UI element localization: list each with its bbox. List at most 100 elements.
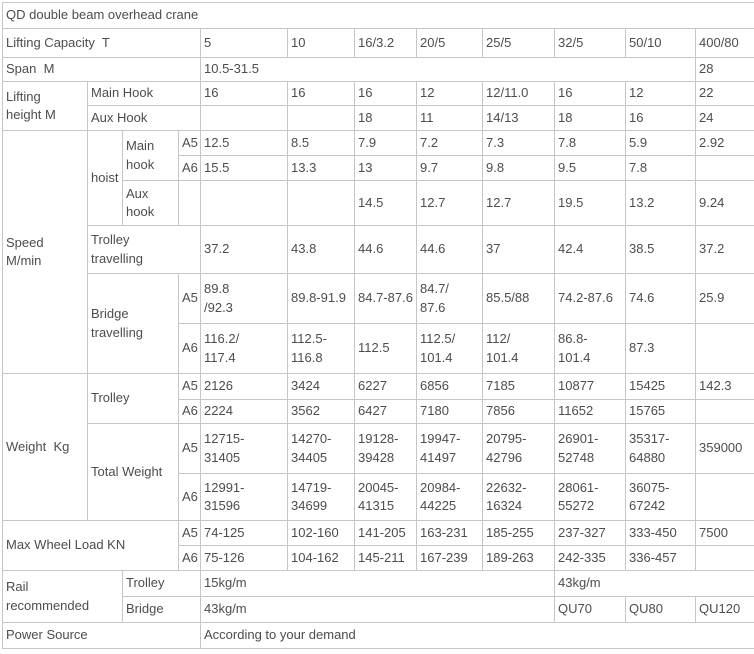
- table-cell: 12991- 31596: [201, 474, 288, 521]
- table-cell: 7.3: [483, 131, 555, 156]
- table-cell: 2126: [201, 374, 288, 400]
- table-cell: [696, 400, 754, 424]
- section-label-weight: Weight Kg: [3, 374, 88, 521]
- table-cell: 167-239: [417, 546, 483, 571]
- row-label-trolley-travelling: Trolley travelling: [88, 226, 201, 274]
- row-label-aux-hook: Aux Hook: [88, 106, 201, 131]
- table-cell: 7.2: [417, 131, 483, 156]
- table-cell: 5: [201, 29, 288, 58]
- row-label-rail-recommended: Rail recommended: [3, 571, 123, 623]
- table-cell: 43kg/m: [201, 597, 555, 623]
- table-cell: 84.7/ 87.6: [417, 274, 483, 324]
- grade-label: A5: [179, 274, 201, 324]
- table-cell: 32/5: [555, 29, 626, 58]
- grade-label: A5: [179, 424, 201, 474]
- table-cell: 20/5: [417, 29, 483, 58]
- section-label-lifting-height: Lifting height M: [3, 82, 88, 131]
- row-label-rail-trolley: Trolley: [123, 571, 201, 597]
- grade-label: A6: [179, 156, 201, 181]
- table-cell: 116.2/ 117.4: [201, 324, 288, 374]
- table-cell: 8.5: [288, 131, 355, 156]
- table-cell: 84.7-87.6: [355, 274, 417, 324]
- grade-label: A6: [179, 324, 201, 374]
- table-cell: 19947- 41497: [417, 424, 483, 474]
- table-cell: 74.6: [626, 274, 696, 324]
- table-cell: 142.3: [696, 374, 754, 400]
- table-cell: 37.2: [696, 226, 754, 274]
- table-cell: 6227: [355, 374, 417, 400]
- table-cell: 9.8: [483, 156, 555, 181]
- table-cell: 12.7: [417, 181, 483, 226]
- row-label-max-wheel-load: Max Wheel Load KN: [3, 521, 179, 571]
- table-cell: 7.8: [626, 156, 696, 181]
- table-cell: 12: [626, 82, 696, 106]
- table-cell: 16: [555, 82, 626, 106]
- table-cell: 237-327: [555, 521, 626, 546]
- table-cell: 85.5/88: [483, 274, 555, 324]
- table-cell: 14/13: [483, 106, 555, 131]
- grade-label: A6: [179, 546, 201, 571]
- table-cell: 87.3: [626, 324, 696, 374]
- table-cell: 16/3.2: [355, 29, 417, 58]
- row-label-total-weight: Total Weight: [88, 424, 179, 521]
- row-label-hoist: hoist: [88, 131, 123, 226]
- spec-table-body: QD double beam overhead crane Lifting Ca…: [3, 3, 754, 649]
- table-cell: [696, 156, 754, 181]
- table-cell: 13.3: [288, 156, 355, 181]
- table-cell: 7.8: [555, 131, 626, 156]
- table-cell: 9.24: [696, 181, 754, 226]
- table-cell: 7185: [483, 374, 555, 400]
- table-cell: 44.6: [417, 226, 483, 274]
- table-cell: 20045- 41315: [355, 474, 417, 521]
- row-label-trolley-weight: Trolley: [88, 374, 179, 424]
- table-cell: 10.5-31.5: [201, 58, 696, 82]
- table-cell: 50/10: [626, 29, 696, 58]
- table-cell: 36075- 67242: [626, 474, 696, 521]
- table-cell: 43kg/m: [555, 571, 754, 597]
- table-cell: 22632- 16324: [483, 474, 555, 521]
- table-cell: 16: [201, 82, 288, 106]
- table-cell: 7.9: [355, 131, 417, 156]
- table-cell: 35317- 64880: [626, 424, 696, 474]
- row-label-main-hook-speed: Main hook: [123, 131, 179, 181]
- table-cell: [179, 181, 201, 226]
- table-cell: 15.5: [201, 156, 288, 181]
- table-cell: 5.9: [626, 131, 696, 156]
- table-cell: 141-205: [355, 521, 417, 546]
- table-cell: QU80: [626, 597, 696, 623]
- table-cell: 3562: [288, 400, 355, 424]
- table-cell: 12/11.0: [483, 82, 555, 106]
- table-cell: According to your demand: [201, 623, 754, 649]
- table-cell: 74.2-87.6: [555, 274, 626, 324]
- table-cell: 12: [417, 82, 483, 106]
- table-cell: 112.5/ 101.4: [417, 324, 483, 374]
- table-cell: 163-231: [417, 521, 483, 546]
- table-cell: 145-211: [355, 546, 417, 571]
- table-cell: 19.5: [555, 181, 626, 226]
- table-cell: 11: [417, 106, 483, 131]
- table-cell: 86.8- 101.4: [555, 324, 626, 374]
- row-label-power-source: Power Source: [3, 623, 201, 649]
- table-cell: 102-160: [288, 521, 355, 546]
- table-cell: 16: [626, 106, 696, 131]
- table-cell: 44.6: [355, 226, 417, 274]
- table-cell: 6427: [355, 400, 417, 424]
- row-label-aux-hook-speed: Aux hook: [123, 181, 179, 226]
- table-cell: 112.5: [355, 324, 417, 374]
- table-cell: 10: [288, 29, 355, 58]
- table-cell: 336-457: [626, 546, 696, 571]
- table-cell: 16: [355, 82, 417, 106]
- table-cell: 112.5- 116.8: [288, 324, 355, 374]
- table-cell: 25/5: [483, 29, 555, 58]
